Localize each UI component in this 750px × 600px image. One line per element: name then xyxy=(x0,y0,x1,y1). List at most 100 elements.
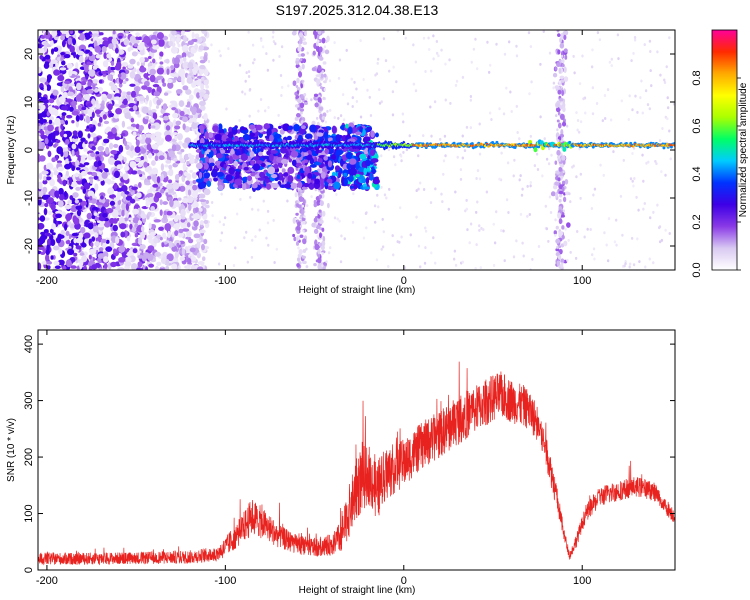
heatmap-cell xyxy=(134,157,141,163)
heatmap-cell xyxy=(137,36,143,41)
heatmap-cell xyxy=(156,67,164,75)
heatmap-cell xyxy=(92,78,98,84)
heatmap-cell xyxy=(294,104,300,108)
heatmap-cell xyxy=(369,172,373,181)
heatmap-cell xyxy=(151,58,156,64)
heatmap-cell xyxy=(179,110,185,117)
heatmap-cell xyxy=(75,245,82,250)
heatmap-cell xyxy=(567,238,570,242)
heatmap-cell xyxy=(400,159,403,163)
heatmap-cell xyxy=(234,246,237,250)
heatmap-cell xyxy=(203,238,208,245)
heatmap-cell xyxy=(103,263,108,269)
heatmap-cell xyxy=(76,265,80,270)
heatmap-cell xyxy=(87,133,91,139)
heatmap-cell xyxy=(122,173,129,181)
heatmap-cell xyxy=(173,157,178,162)
heatmap-cell xyxy=(351,96,355,100)
heatmap-cell xyxy=(53,260,60,266)
heatmap-cell xyxy=(555,238,561,244)
heatmap-cell xyxy=(417,154,420,158)
heatmap-cell xyxy=(92,65,98,70)
heatmap-cell xyxy=(61,40,66,48)
heatmap-cell xyxy=(560,102,563,106)
heatmap-cell xyxy=(380,247,383,251)
heatmap-cell xyxy=(272,30,275,34)
heatmap-cell xyxy=(141,106,149,114)
heatmap-cell xyxy=(166,183,173,190)
heatmap-cell xyxy=(161,242,165,248)
heatmap-cell xyxy=(321,37,326,44)
heatmap-cell xyxy=(113,248,117,254)
heatmap-cell xyxy=(178,68,186,77)
heatmap-cell xyxy=(60,85,65,93)
heatmap-cell xyxy=(223,163,227,170)
heatmap-cell xyxy=(147,211,152,216)
heatmap-cell xyxy=(65,230,70,236)
heatmap-cell xyxy=(103,256,109,263)
heatmap-cell xyxy=(136,267,141,270)
heatmap-cell xyxy=(132,39,140,44)
heatmap-cell xyxy=(203,68,209,77)
heatmap-cell xyxy=(95,248,99,255)
heatmap-cell xyxy=(658,139,662,143)
heatmap-cell xyxy=(278,172,283,176)
heatmap-cell xyxy=(172,112,179,119)
heatmap-cell xyxy=(482,228,485,232)
heatmap-cell xyxy=(372,178,380,185)
heatmap-cell xyxy=(314,102,319,108)
heatmap-cell xyxy=(370,130,375,138)
heatmap-cell xyxy=(95,99,99,105)
heatmap-cell xyxy=(280,45,284,49)
heatmap-cell xyxy=(130,117,135,123)
heatmap-cell xyxy=(529,184,532,188)
heatmap-cell xyxy=(560,33,564,40)
heatmap-cell xyxy=(561,63,565,68)
heatmap-cell xyxy=(152,112,158,120)
heatmap-cell xyxy=(108,43,114,50)
heatmap-cell xyxy=(129,223,133,230)
heatmap-cell xyxy=(59,67,67,71)
heatmap-cell xyxy=(365,176,370,185)
heatmap-cell xyxy=(91,264,98,270)
heatmap-cell xyxy=(350,77,353,81)
heatmap-cell xyxy=(174,134,178,140)
heatmap-cell xyxy=(575,175,578,179)
heatmap-cell xyxy=(278,55,281,59)
heatmap-cell xyxy=(562,180,566,185)
heatmap-cell xyxy=(197,37,203,43)
heatmap-cell xyxy=(53,47,59,52)
heatmap-cell xyxy=(302,238,307,245)
heatmap-cell xyxy=(123,38,130,46)
heatmap-cell xyxy=(318,106,324,111)
heatmap-cell xyxy=(251,43,255,47)
heatmap-cell xyxy=(212,125,219,133)
heatmap-cell xyxy=(572,54,575,58)
heatmap-cell xyxy=(57,166,65,172)
heatmap-cell xyxy=(79,259,84,267)
heatmap-cell xyxy=(48,98,55,104)
heatmap-cell xyxy=(146,234,153,240)
heatmap-cell xyxy=(589,227,592,231)
heatmap-cell xyxy=(186,173,192,181)
heatmap-cell xyxy=(391,90,395,94)
heatmap-cell xyxy=(529,181,533,185)
heatmap-cell xyxy=(60,56,64,62)
heatmap-cell xyxy=(58,187,64,196)
heatmap-cell xyxy=(453,249,457,253)
heatmap-cell xyxy=(174,214,182,220)
heatmap-cell xyxy=(240,127,248,131)
heatmap-cell xyxy=(628,262,632,266)
heatmap-cell xyxy=(187,153,192,158)
heatmap-cell xyxy=(125,77,129,82)
heatmap-cell xyxy=(186,161,190,166)
heatmap-cell xyxy=(89,195,93,201)
heatmap-cell xyxy=(363,167,368,176)
heatmap-cell xyxy=(124,261,132,267)
heatmap-cell xyxy=(100,179,105,186)
heatmap-cell xyxy=(554,160,558,165)
heatmap-cell xyxy=(156,261,162,266)
heatmap-cell xyxy=(454,83,458,87)
heatmap-cell xyxy=(51,30,58,37)
heatmap-cell xyxy=(562,209,565,213)
